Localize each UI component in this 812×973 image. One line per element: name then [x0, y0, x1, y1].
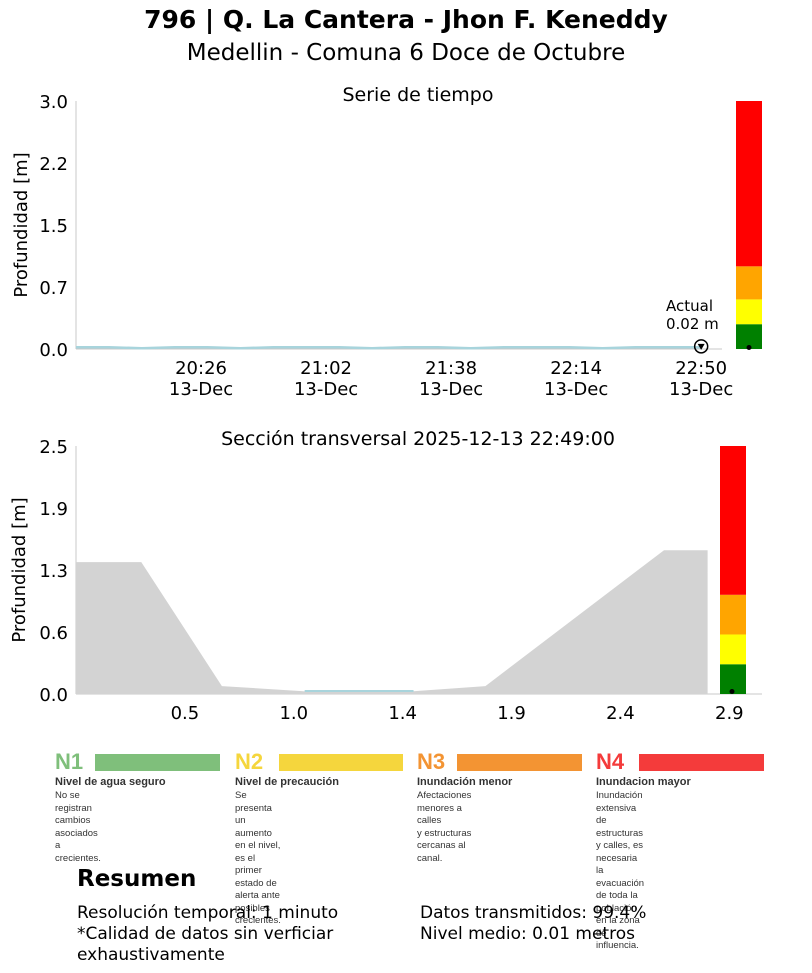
summary-quality-note-cont: exhaustivamente [77, 945, 225, 965]
legend-desc-line: es el primer estado de alerta ante [235, 852, 280, 902]
legend-description: Afectaciones menores a calles y estructu… [417, 790, 471, 865]
x-tick-label: 1.0 [279, 703, 308, 724]
legend-desc-line: de toda la población en la zona de [596, 890, 640, 939]
annotation-value: 0.02 m [666, 315, 719, 333]
x-tick-label: 2.4 [606, 703, 635, 724]
x-tick-label: 21:02 [300, 358, 352, 379]
summary-left-column: Resolución temporal: 1 minuto *Calidad d… [77, 903, 338, 966]
alert-level-segment [720, 446, 746, 595]
legend-desc-line: y estructuras cercanas al canal. [417, 827, 472, 864]
summary-quality-note: *Calidad de datos sin verficiar [77, 924, 334, 944]
legend-desc-line: posibles crecientes. [235, 902, 281, 927]
y-axis-label: Profundidad [m] [11, 152, 32, 297]
y-tick-label: 1.3 [39, 561, 68, 582]
cross-section-chart: Sección transversal 2025-12-13 22:49:00 0… [9, 428, 762, 724]
page-subtitle: Medellin - Comuna 6 Doce de Octubre [186, 40, 626, 66]
legend-description: Inundación extensiva de estructuras y ca… [596, 790, 644, 953]
series-line [76, 346, 702, 350]
summary-title: Resumen [77, 866, 197, 892]
summary-resolution: Resolución temporal: 1 minuto [77, 903, 339, 923]
y-tick-label: 0.0 [39, 340, 68, 361]
alert-level-segment [736, 324, 762, 349]
x-tick-label: 13-Dec [419, 379, 483, 400]
y-tick-label: 0.6 [39, 623, 68, 644]
x-tick-label: 1.9 [497, 703, 526, 724]
alert-bar-marker [746, 345, 752, 350]
chart-title: Serie de tiempo [343, 84, 494, 106]
y-axis-label: Profundidad [m] [9, 497, 30, 642]
legend-color-bar [279, 754, 403, 771]
x-tick-label: 22:14 [550, 358, 602, 379]
legend-desc-line: Afectaciones menores a calles [417, 790, 472, 826]
chart-title: Sección transversal 2025-12-13 22:49:00 [221, 428, 615, 450]
legend-desc-line: No se registran cambios asociados [55, 790, 98, 839]
legend-description: No se registran cambios asociados a crec… [55, 790, 101, 865]
legend-code: N2 [235, 749, 264, 774]
y-tick-label: 2.5 [39, 437, 68, 458]
legend-description: Se presenta un aumento en el nivel, es e… [235, 790, 281, 928]
summary-right-column: Datos transmitidos: 99.4% Nivel medio: 0… [420, 903, 646, 945]
legend-desc-line: Inundación extensiva de estructuras [596, 790, 643, 839]
y-tick-label: 0.0 [39, 685, 68, 706]
summary-transmitted: Datos transmitidos: 99.4% [420, 903, 647, 923]
x-tick-label: 20:26 [175, 358, 227, 379]
summary-mean-level: Nivel medio: 0.01 metros [420, 924, 635, 944]
legend-desc-line: Se presenta un aumento en el nivel, [235, 790, 281, 851]
time-series-chart: Serie de tiempo 0.0 0.7 1.5 2.2 3.0 Profundida… [11, 84, 762, 400]
x-tick-label: 13-Dec [669, 379, 733, 400]
legend-desc-line: influencia. [596, 940, 639, 951]
legend-name: Nivel de precaución [235, 776, 339, 788]
legend-color-bar [457, 754, 582, 771]
page-title: 796 | Q. La Cantera - Jhon F. Keneddy [144, 5, 668, 34]
legend-desc-line: y calles, es necesaria la evacuación [596, 840, 645, 889]
alert-level-segment [720, 594, 746, 635]
legend-color-bar [95, 754, 220, 771]
x-tick-label: 13-Dec [294, 379, 358, 400]
alert-levels-legend: N1 Nivel de agua seguro No se registran … [55, 749, 770, 951]
legend-name: Inundacion mayor [596, 776, 691, 788]
alert-level-segment [736, 299, 762, 325]
y-tick-label: 3.0 [39, 92, 68, 113]
y-tick-label: 1.5 [39, 216, 68, 237]
x-tick-label: 22:50 [675, 358, 727, 379]
annotation-label: Actual [666, 297, 713, 315]
legend-code: N3 [417, 749, 446, 774]
x-tick-label: 0.5 [171, 703, 200, 724]
legend-desc-line: a crecientes. [55, 840, 101, 864]
legend-code: N4 [596, 749, 625, 774]
x-tick-label: 1.4 [388, 703, 417, 724]
legend-name: Nivel de agua seguro [55, 776, 166, 788]
y-tick-label: 2.2 [39, 154, 68, 175]
x-tick-label: 2.9 [715, 703, 744, 724]
current-value-arrow [697, 343, 705, 350]
legend-code: N1 [55, 749, 84, 774]
current-value-marker [693, 339, 709, 354]
x-tick-label: 13-Dec [169, 379, 233, 400]
y-tick-label: 0.7 [39, 278, 68, 299]
alert-level-segment [720, 664, 746, 694]
legend-name: Inundación menor [417, 776, 513, 788]
legend-color-bar [639, 754, 764, 771]
y-tick-label: 1.9 [39, 499, 68, 520]
x-tick-label: 13-Dec [544, 379, 608, 400]
terrain-profile [76, 550, 708, 694]
alert-level-segment [720, 634, 746, 665]
alert-bar-marker [729, 689, 735, 694]
alert-level-segment [736, 266, 762, 300]
x-tick-label: 21:38 [425, 358, 477, 379]
alert-level-segment [736, 101, 762, 267]
